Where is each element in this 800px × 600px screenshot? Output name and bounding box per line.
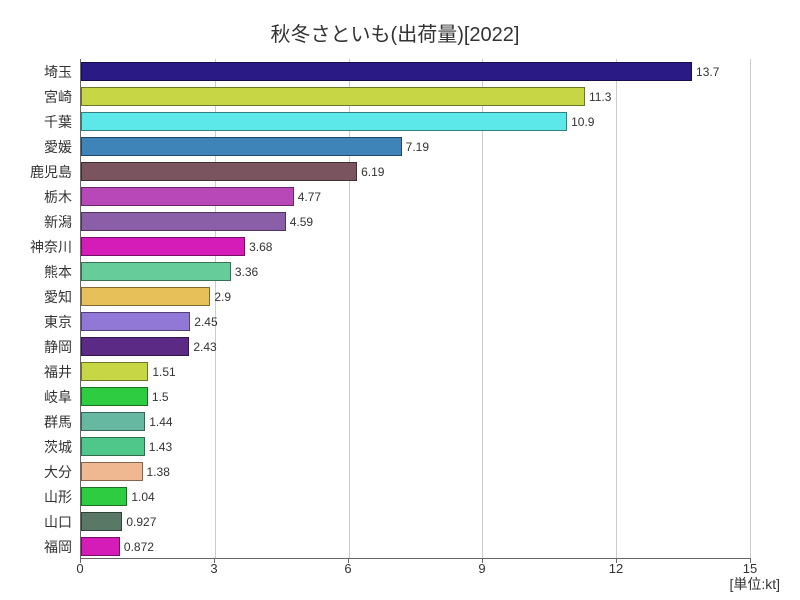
x-tick-label: 0 — [76, 561, 83, 576]
bar — [81, 462, 143, 481]
bar-row: 10.9 — [81, 109, 750, 134]
y-axis-label: 愛媛 — [44, 137, 72, 157]
y-axis-label: 茨城 — [44, 437, 72, 457]
bar — [81, 162, 357, 181]
bar — [81, 187, 294, 206]
bar-value-label: 1.44 — [149, 415, 172, 429]
bar-value-label: 7.19 — [406, 140, 429, 154]
y-axis-label: 大分 — [44, 462, 72, 482]
bar-row: 13.7 — [81, 59, 750, 84]
y-axis-label: 栃木 — [44, 187, 72, 207]
y-axis-label: 山形 — [44, 487, 72, 507]
bar-row: 0.872 — [81, 534, 750, 559]
bar — [81, 262, 231, 281]
x-axis: 03691215 — [80, 559, 750, 579]
bar — [81, 412, 145, 431]
chart-container: 秋冬さといも(出荷量)[2022] 埼玉宮崎千葉愛媛鹿児島栃木新潟神奈川熊本愛知… — [0, 0, 800, 600]
y-axis-label: 神奈川 — [30, 237, 72, 257]
bar-value-label: 1.43 — [149, 440, 172, 454]
bar-row: 3.36 — [81, 259, 750, 284]
bar-value-label: 1.38 — [147, 465, 170, 479]
bar-value-label: 3.68 — [249, 240, 272, 254]
plot-area: 13.7 11.3 10.9 7.19 6.19 4.77 4.59 3.68 3.36 2.9 2… — [80, 59, 750, 559]
y-axis-label: 愛知 — [44, 287, 72, 307]
bar-row: 2.43 — [81, 334, 750, 359]
bar-value-label: 2.43 — [193, 340, 216, 354]
bar-value-label: 11.3 — [589, 90, 611, 104]
y-axis-label: 福岡 — [44, 537, 72, 557]
bar-value-label: 3.36 — [235, 265, 258, 279]
bar-row: 1.38 — [81, 459, 750, 484]
bar — [81, 87, 585, 106]
bar-row: 6.19 — [81, 159, 750, 184]
bar-value-label: 1.51 — [152, 365, 175, 379]
bar — [81, 512, 122, 531]
bar-row: 3.68 — [81, 234, 750, 259]
bar-row: 1.5 — [81, 384, 750, 409]
bar-row: 4.59 — [81, 209, 750, 234]
bar — [81, 337, 189, 356]
y-axis-label: 群馬 — [44, 412, 72, 432]
y-axis-label: 千葉 — [44, 112, 72, 132]
bar — [81, 362, 148, 381]
bar-value-label: 0.927 — [126, 515, 156, 529]
bar — [81, 537, 120, 556]
bar — [81, 237, 245, 256]
x-tick-label: 12 — [609, 561, 623, 576]
bar-value-label: 10.9 — [571, 115, 594, 129]
bar — [81, 137, 402, 156]
bar-value-label: 0.872 — [124, 540, 154, 554]
bar-value-label: 1.04 — [131, 490, 154, 504]
bar — [81, 212, 286, 231]
bar-row: 2.45 — [81, 309, 750, 334]
y-axis-label: 福井 — [44, 362, 72, 382]
gridline — [750, 59, 751, 558]
x-tick-label: 6 — [344, 561, 351, 576]
bar-row: 2.9 — [81, 284, 750, 309]
y-axis-label: 静岡 — [44, 337, 72, 357]
y-axis-label: 山口 — [44, 512, 72, 532]
chart-title: 秋冬さといも(出荷量)[2022] — [10, 18, 780, 47]
bar-row: 1.51 — [81, 359, 750, 384]
bar — [81, 287, 210, 306]
bar-value-label: 4.77 — [298, 190, 321, 204]
bars-layer: 13.7 11.3 10.9 7.19 6.19 4.77 4.59 3.68 3.36 2.9 2… — [81, 59, 750, 558]
y-axis-label: 宮崎 — [44, 87, 72, 107]
bar-row: 1.43 — [81, 434, 750, 459]
bar-row: 7.19 — [81, 134, 750, 159]
y-axis-label: 熊本 — [44, 262, 72, 282]
bar — [81, 437, 145, 456]
bar-row: 1.04 — [81, 484, 750, 509]
bar-value-label: 13.7 — [696, 65, 719, 79]
bar-value-label: 6.19 — [361, 165, 384, 179]
unit-label: [単位:kt] — [729, 574, 780, 594]
y-axis-label: 岐阜 — [44, 387, 72, 407]
bar — [81, 312, 190, 331]
y-axis-label: 新潟 — [44, 212, 72, 232]
bar — [81, 387, 148, 406]
y-axis-label: 埼玉 — [44, 62, 72, 82]
y-axis-label: 東京 — [44, 312, 72, 332]
bar — [81, 112, 567, 131]
bar-value-label: 2.45 — [194, 315, 217, 329]
x-tick-label: 3 — [210, 561, 217, 576]
bar-row: 11.3 — [81, 84, 750, 109]
bar — [81, 62, 692, 81]
bar — [81, 487, 127, 506]
bar-row: 4.77 — [81, 184, 750, 209]
bar-value-label: 2.9 — [214, 290, 231, 304]
x-tick-label: 9 — [478, 561, 485, 576]
bar-row: 0.927 — [81, 509, 750, 534]
bar-value-label: 1.5 — [152, 390, 169, 404]
bar-value-label: 4.59 — [290, 215, 313, 229]
y-axis-label: 鹿児島 — [30, 162, 72, 182]
bar-row: 1.44 — [81, 409, 750, 434]
